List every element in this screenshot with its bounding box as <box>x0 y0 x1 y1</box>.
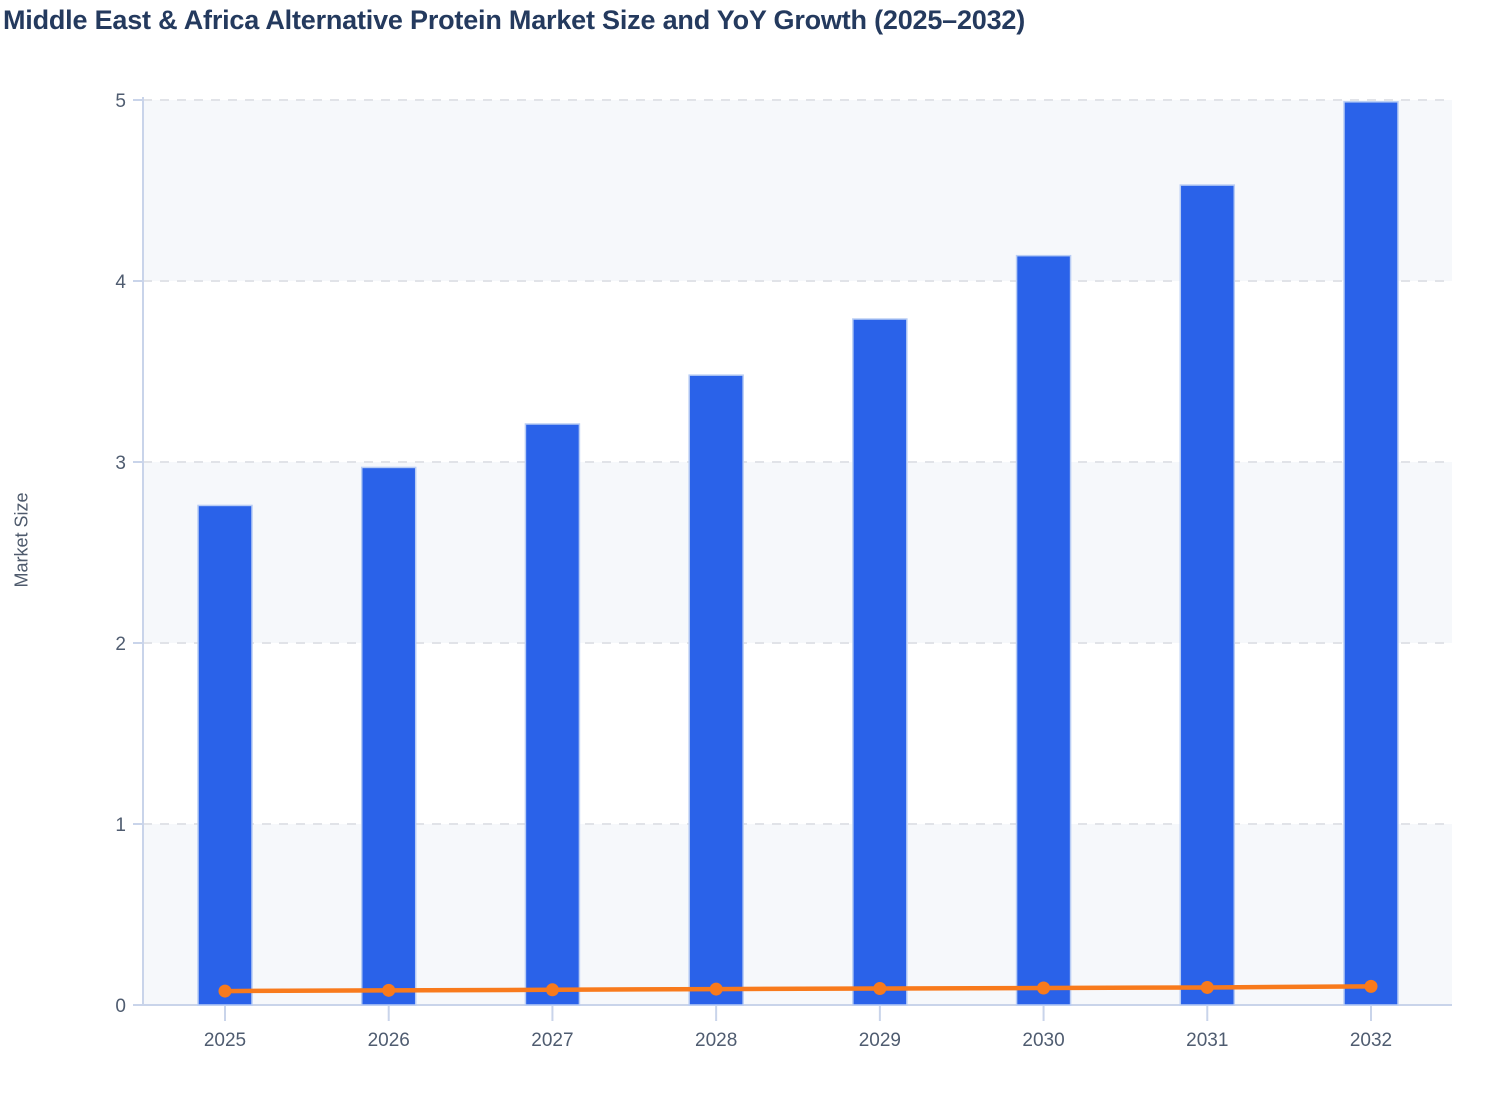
x-tick-label: 2025 <box>204 1030 246 1051</box>
yoy-marker-2031 <box>1200 980 1214 994</box>
x-tick-label: 2029 <box>859 1030 901 1051</box>
yoy-growth-line <box>222 984 1374 994</box>
bar-2029 <box>852 318 908 1006</box>
yoy-marker-2029 <box>873 982 887 996</box>
x-tick-label: 2026 <box>368 1030 410 1051</box>
y-tick-label: 4 <box>115 272 126 293</box>
plot-band <box>143 100 1452 281</box>
chart-title: Middle East & Africa Alternative Protein… <box>3 5 1026 35</box>
x-tick-label: 2030 <box>1022 1030 1064 1051</box>
yoy-marker-2025 <box>218 984 232 998</box>
yoy-marker-2026 <box>382 983 396 997</box>
y-tick-label: 2 <box>115 634 126 655</box>
plot-band <box>143 824 1452 1005</box>
bar-2030 <box>1015 254 1072 1006</box>
bar-2025 <box>197 504 253 1006</box>
y-tick-label: 1 <box>115 815 126 836</box>
bar-2031 <box>1179 184 1236 1006</box>
yoy-marker-2027 <box>545 983 559 997</box>
yoy-marker-2028 <box>709 982 723 996</box>
x-tick-label: 2031 <box>1186 1030 1228 1051</box>
x-tick-label: 2032 <box>1350 1030 1392 1051</box>
bar-2027 <box>524 423 581 1006</box>
y-tick-label: 3 <box>115 453 126 474</box>
x-tick-label: 2028 <box>695 1030 737 1051</box>
yoy-marker-2030 <box>1037 981 1051 995</box>
y-tick-label: 0 <box>115 996 126 1017</box>
plot-band <box>143 462 1452 643</box>
bar-2028 <box>688 374 744 1006</box>
x-tick-label: 2027 <box>531 1030 573 1051</box>
bar-2032 <box>1343 101 1399 1006</box>
yoy-marker-2032 <box>1364 979 1378 993</box>
bar-2026 <box>360 466 417 1006</box>
y-tick-label: 5 <box>115 91 126 112</box>
